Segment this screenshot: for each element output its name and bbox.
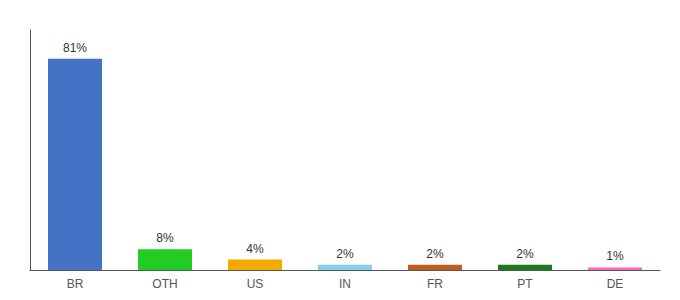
svg-text:8%: 8% [156,231,174,245]
svg-text:US: US [247,277,264,291]
svg-text:BR: BR [67,277,84,291]
svg-text:FR: FR [427,277,443,291]
svg-text:2%: 2% [336,247,354,261]
svg-text:81%: 81% [63,41,87,55]
svg-text:4%: 4% [246,242,264,256]
svg-text:1%: 1% [606,249,624,263]
svg-text:2%: 2% [426,247,444,261]
svg-text:PT: PT [517,277,533,291]
svg-text:DE: DE [607,277,624,291]
svg-text:OTH: OTH [152,277,177,291]
svg-text:IN: IN [339,277,351,291]
svg-text:2%: 2% [516,247,534,261]
